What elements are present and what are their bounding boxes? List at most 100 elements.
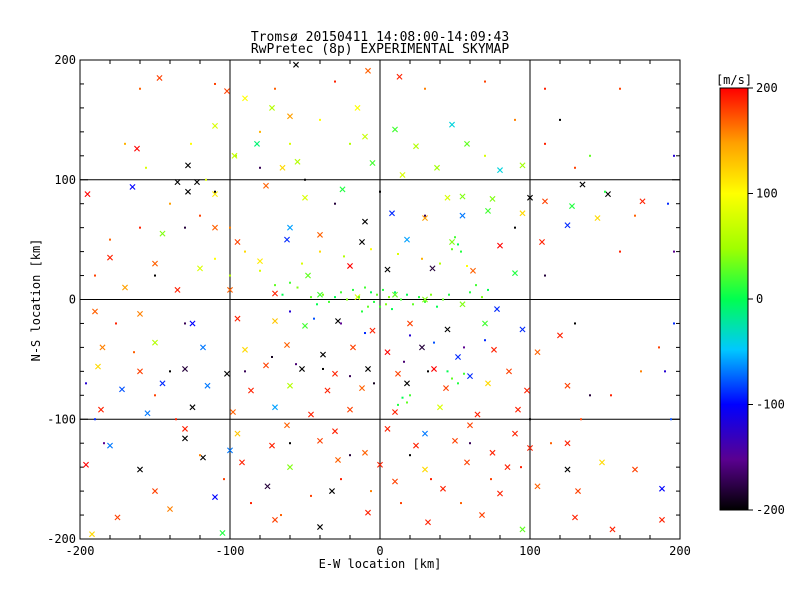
data-point-cross [287,382,293,389]
data-point-cross [317,437,323,444]
data-point-cross [392,126,398,133]
data-point-dot [385,303,387,306]
data-point-dot [589,394,591,397]
data-point-dot [442,298,444,301]
data-point-cross [467,422,473,429]
data-point-dot [274,284,276,287]
data-point-dot [430,478,432,481]
data-point-dot [364,286,366,289]
data-point-cross [524,387,530,394]
data-point-dot [469,291,471,294]
data-point-cross [129,183,136,190]
data-point-cross [419,344,425,351]
data-point-dot [259,269,261,272]
data-point-dot [250,502,252,505]
y-tick-label: 100 [54,173,76,187]
data-point-cross [159,380,166,387]
data-point-dot [379,190,381,193]
data-point-cross [354,104,361,111]
data-point-dot [274,87,276,90]
data-point-dot [319,118,321,121]
data-point-cross [534,483,541,490]
data-point-cross [497,490,503,497]
data-point-dot [436,305,438,308]
data-point-dot [289,442,291,445]
data-point-dot [334,202,336,205]
data-point-cross [354,294,361,301]
data-point-cross [264,483,271,490]
data-point-cross [434,164,440,171]
data-point-dot [619,87,621,90]
data-point-dot [664,370,666,373]
data-point-dot [169,202,171,205]
data-point-dot [289,142,291,145]
data-point-dot [457,243,459,246]
data-point-cross [422,215,428,222]
data-point-dot [460,250,462,253]
data-point-dot [103,442,105,445]
data-point-dot [484,80,486,83]
data-point-cross [506,368,512,375]
data-point-dot [430,293,432,296]
data-point-cross [440,485,446,492]
data-point-dot [376,293,378,296]
data-point-cross [467,373,473,380]
x-axis-label: E-W location [km] [319,557,442,571]
data-point-cross [167,506,173,513]
data-point-cross [234,239,241,246]
data-point-cross [395,370,401,377]
data-point-dot [391,308,393,311]
data-point-cross [204,382,211,389]
data-point-cross [293,61,299,68]
data-point-cross [182,435,188,442]
data-point-cross [152,260,158,267]
data-point-dot [370,490,372,493]
data-point-cross [189,320,196,327]
data-point-dot [589,154,591,157]
data-point-cross [470,267,476,274]
data-point-dot [619,250,621,253]
data-point-cross [474,411,481,418]
data-point-cross [422,296,428,303]
data-point-cross [389,210,395,217]
data-point-dot [304,178,306,181]
data-point-dot [301,262,303,265]
data-point-dot [550,442,552,445]
data-point-dot [412,303,414,306]
data-point-dot [367,305,369,308]
data-point-cross [242,95,248,102]
data-point-dot [334,296,336,299]
data-point-cross [219,530,226,537]
data-point-cross [95,363,101,370]
data-point-cross [459,212,466,219]
x-tick-label: 100 [519,544,541,558]
x-tick-label: -100 [216,544,245,558]
data-point-dot [199,454,201,457]
data-point-cross [212,494,218,501]
data-point-dot [370,291,372,294]
data-point-cross [512,430,518,437]
data-point-cross [152,339,158,346]
data-point-dot [466,264,468,267]
data-point-cross [335,318,341,325]
data-point-dot [451,248,453,251]
data-point-dot [406,293,408,296]
data-point-cross [459,193,466,200]
data-point-cross [227,286,233,293]
data-point-cross [212,191,218,198]
data-point-dot [340,291,342,294]
data-point-cross [182,365,188,372]
data-point-cross [431,365,437,372]
data-point-cross [572,514,578,521]
data-point-cross [497,167,503,174]
colorbar-tick-label: 100 [756,187,778,201]
data-point-cross [359,239,365,246]
y-tick-label: -100 [47,412,76,426]
data-point-dot [145,166,147,169]
data-point-cross [396,73,403,80]
data-point-dot [400,298,402,301]
data-point-dot [382,288,384,291]
data-point-cross [384,349,391,356]
data-point-dot [418,296,420,299]
data-point-cross [329,488,335,495]
